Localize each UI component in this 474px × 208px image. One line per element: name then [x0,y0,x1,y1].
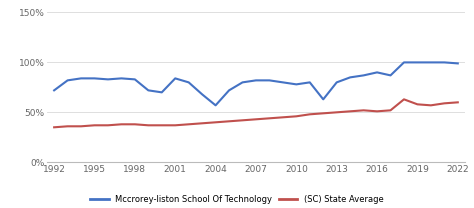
Mccrorey-liston School Of Technology [65,79,71,82]
(SC) State Average [293,115,299,118]
(SC) State Average [347,110,353,113]
(SC) State Average [91,124,97,126]
Mccrorey-liston School Of Technology [173,77,178,80]
(SC) State Average [415,103,420,106]
Mccrorey-liston School Of Technology [307,81,313,84]
Mccrorey-liston School Of Technology [320,98,326,101]
(SC) State Average [240,119,246,121]
(SC) State Average [132,123,138,126]
(SC) State Average [455,101,461,104]
Mccrorey-liston School Of Technology [361,74,366,77]
Mccrorey-liston School Of Technology [415,61,420,64]
Mccrorey-liston School Of Technology [91,77,97,80]
(SC) State Average [226,120,232,123]
(SC) State Average [374,110,380,113]
Mccrorey-liston School Of Technology [455,62,461,65]
(SC) State Average [65,125,71,128]
(SC) State Average [159,124,164,126]
Mccrorey-liston School Of Technology [253,79,259,82]
Mccrorey-liston School Of Technology [441,61,447,64]
(SC) State Average [428,104,434,106]
(SC) State Average [253,118,259,121]
Mccrorey-liston School Of Technology [51,89,57,92]
(SC) State Average [280,116,286,119]
(SC) State Average [186,123,191,126]
(SC) State Average [320,112,326,115]
Mccrorey-liston School Of Technology [334,81,339,84]
Mccrorey-liston School Of Technology [118,77,124,80]
Mccrorey-liston School Of Technology [186,81,191,84]
(SC) State Average [199,122,205,125]
Line: (SC) State Average: (SC) State Average [54,99,458,127]
Mccrorey-liston School Of Technology [401,61,407,64]
(SC) State Average [146,124,151,126]
(SC) State Average [266,117,272,120]
Mccrorey-liston School Of Technology [226,89,232,92]
Mccrorey-liston School Of Technology [146,89,151,92]
(SC) State Average [334,111,339,114]
(SC) State Average [118,123,124,126]
(SC) State Average [441,102,447,105]
Mccrorey-liston School Of Technology [213,104,219,106]
(SC) State Average [105,124,111,126]
(SC) State Average [213,121,219,124]
(SC) State Average [51,126,57,129]
(SC) State Average [78,125,84,128]
Mccrorey-liston School Of Technology [240,81,246,84]
Mccrorey-liston School Of Technology [374,71,380,74]
(SC) State Average [307,113,313,116]
(SC) State Average [173,124,178,126]
Mccrorey-liston School Of Technology [388,74,393,77]
Mccrorey-liston School Of Technology [159,91,164,94]
Mccrorey-liston School Of Technology [266,79,272,82]
Legend: Mccrorey-liston School Of Technology, (SC) State Average: Mccrorey-liston School Of Technology, (S… [90,195,384,204]
Mccrorey-liston School Of Technology [347,76,353,79]
Mccrorey-liston School Of Technology [293,83,299,86]
Mccrorey-liston School Of Technology [78,77,84,80]
(SC) State Average [388,109,393,111]
(SC) State Average [401,98,407,101]
(SC) State Average [361,109,366,111]
Mccrorey-liston School Of Technology [132,78,138,81]
Line: Mccrorey-liston School Of Technology: Mccrorey-liston School Of Technology [54,62,458,105]
Mccrorey-liston School Of Technology [280,81,286,84]
Mccrorey-liston School Of Technology [428,61,434,64]
Mccrorey-liston School Of Technology [199,93,205,96]
Mccrorey-liston School Of Technology [105,78,111,81]
